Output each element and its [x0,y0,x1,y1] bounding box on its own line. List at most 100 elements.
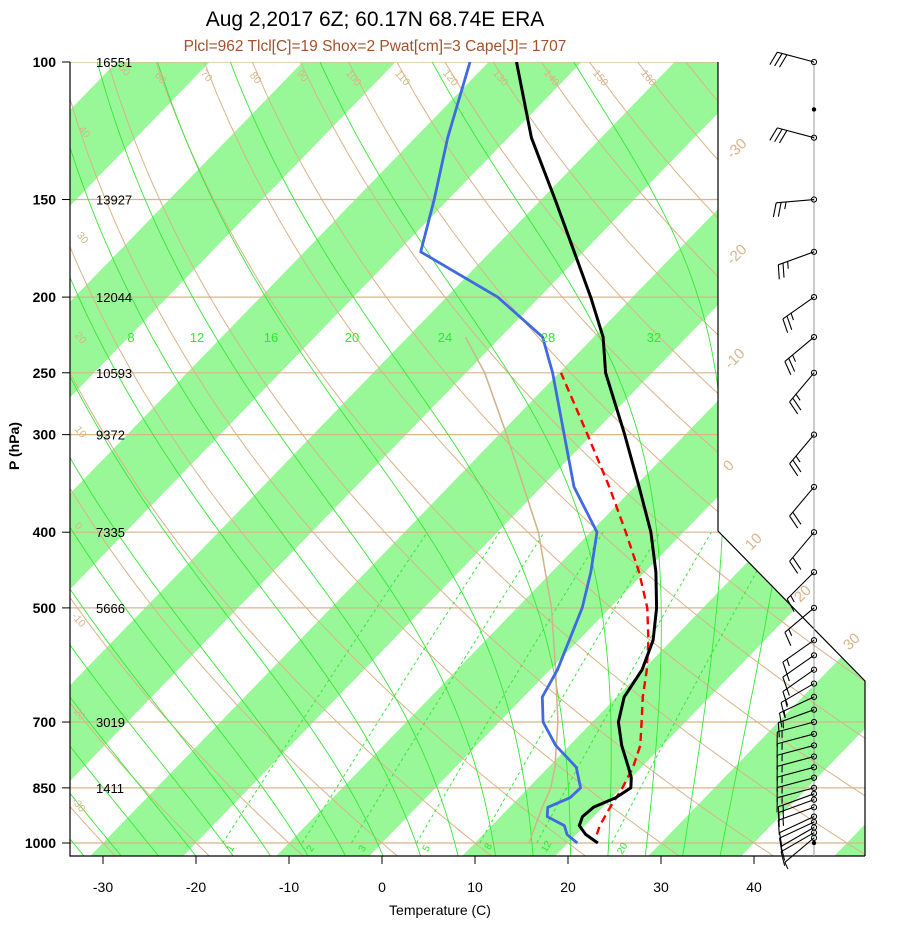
moist-adiabat-line [573,62,724,856]
mixing-ratio-line [479,531,661,844]
barb-flag [782,676,789,692]
barb-station [810,569,818,576]
wind-barb [782,294,818,333]
isotherm-label: 30 [840,630,864,654]
y-tick-label: 400 [33,524,57,540]
barb-staff [777,756,815,767]
barb-half-flag [792,354,797,362]
barb-station [810,784,818,791]
barb-flag [779,712,783,728]
barb-station [810,248,818,255]
barb-half-flag [788,628,793,636]
barb-staff [777,744,815,756]
barb-half-flag [784,862,789,870]
barb-flag [782,318,789,333]
virtual-temperature-series-line [464,336,559,844]
isotherm-label: -30 [723,135,750,162]
barb-station [810,764,818,771]
moist-adiabat-line [431,62,662,856]
barb-flag [792,511,802,525]
x-axis-label: Temperature (C) [389,902,491,918]
isotherm-label: 0 [720,457,738,475]
wind-barb [789,483,818,529]
barb-flag [786,315,793,330]
isotherm-band [70,62,582,856]
barb-station [810,134,818,141]
barb-staff [789,486,815,517]
barb-staff [777,733,815,745]
moist-adiabat-line [70,62,348,856]
moist-adiabat-line [70,62,460,856]
isotherm-band [70,62,396,856]
barb-half-flag [790,312,794,321]
moist-adiabat-label: 12 [190,330,204,345]
barb-staff [789,372,815,403]
barb-station [810,693,818,700]
isotherm-label: 10 [742,530,766,554]
barb-flag [788,358,796,372]
height-label: 12044 [96,290,132,305]
wind-barb [779,813,818,848]
wind-barbs [769,51,818,870]
dry-adiabat-line [155,62,865,856]
height-label: 7335 [96,525,125,540]
y-tick-label: 250 [33,365,57,381]
barb-staff [777,777,815,789]
barb-half-flag [782,720,785,729]
barb-station [810,196,818,203]
x-tick-label: -30 [93,879,113,895]
barb-flag [777,806,780,822]
barb-flag [778,54,788,68]
wind-barb [784,333,818,376]
barb-staff [777,721,815,733]
y-tick-label: 150 [33,192,57,208]
moist-adiabat-line [229,62,571,856]
dry-adiabat-line [348,62,865,856]
barb-half-flag [782,818,785,826]
moist-adiabat-line [70,62,237,856]
barb-half-flag [782,805,785,813]
barb-flag [769,51,778,65]
barb-flag [784,632,792,646]
mixing-ratio-line [611,531,780,844]
barb-half-flag [787,261,789,269]
barb-station [810,294,818,301]
barb-station [810,753,818,760]
barb-staff [780,826,815,847]
height-label: 16551 [96,55,132,70]
mixing-ratio-label: 12 [539,839,554,855]
barb-staff [782,296,815,320]
barb-staff [779,821,815,839]
wind-barb [776,774,818,803]
barb-half-flag [795,393,801,401]
wind-barb [769,51,818,68]
height-label: 9372 [96,428,125,443]
barb-staff [778,806,815,821]
barb-station [810,742,818,749]
barb-flag [777,722,780,738]
barb-staff [784,607,815,633]
barb-staff [789,531,815,562]
wind-barb [780,829,818,866]
barb-half-flag [783,710,786,719]
wind-barb [776,718,818,747]
barb-flag [784,361,792,376]
wind-barb [777,790,818,822]
mixing-ratio-lines [222,531,780,844]
barb-flag [782,263,785,278]
wind-barb [776,730,818,759]
moist-adiabat-line [70,62,162,856]
barb-station [810,804,818,811]
height-label: 1411 [96,781,124,796]
moist-adiabat-line [70,62,423,856]
moist-adiabat-label: 24 [438,330,452,345]
dry-adiabat-line [70,62,402,856]
barb-staff [778,799,815,814]
barb-staff [782,654,815,678]
height-label: 13927 [96,193,132,208]
height-label: 3019 [96,715,125,730]
dry-adiabat-label: 10 [72,424,89,441]
wind-barb [811,840,817,846]
dry-adiabat-line [70,62,214,856]
mixing-ratio-label: 20 [615,841,630,857]
